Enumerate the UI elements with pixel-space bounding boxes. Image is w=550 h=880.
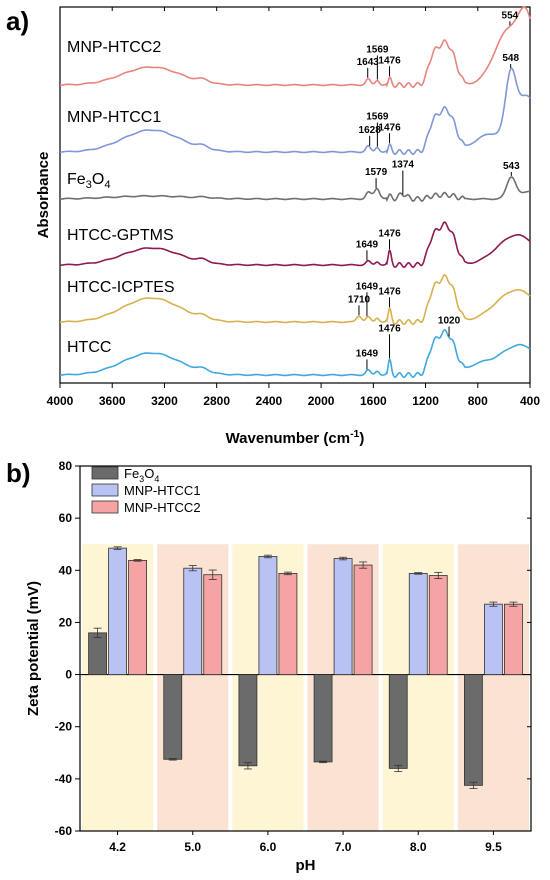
ftir-plot-frame [59, 6, 531, 384]
ftir-x-tick-label: 2000 [308, 394, 335, 408]
ftir-x-tick-label: 2400 [256, 394, 283, 408]
zeta-bar [183, 567, 203, 675]
ftir-series-label: Fe3O4 [67, 171, 111, 191]
ftir-y-axis-title: Absorbance [35, 152, 52, 239]
zeta-bar [203, 574, 223, 675]
ftir-series-label: HTCC-ICPTES [67, 279, 175, 296]
ftir-series-line [60, 6, 531, 89]
ftir-peak-label: 554 [502, 10, 519, 21]
zeta-bar [388, 674, 408, 769]
zeta-bar [408, 573, 428, 675]
zeta-x-axis-title: pH [296, 857, 316, 874]
ftir-x-tick-label: 1600 [360, 394, 387, 408]
zeta-legend-label: Fe3O4 [124, 466, 159, 484]
zeta-y-tick-label: 60 [59, 511, 73, 525]
zeta-bar [428, 575, 448, 675]
ftir-panel: a) 4000 3600 3200 2800 2400 2000 1600 1200 800 400… [6, 6, 540, 447]
ftir-x-tick-label: 400 [520, 394, 540, 408]
ftir-x-tick-label: 4000 [47, 394, 74, 408]
zeta-panel: b) -60 -40 -20 0 20 40 60 80 4.2 5.0 6.0 7.0 8.0 9.5 pH… [6, 458, 532, 874]
ftir-peak-label: 1569 [366, 112, 389, 123]
ftir-peak-label: 1476 [378, 286, 401, 297]
ftir-series-label: MNP-HTCC2 [67, 39, 161, 56]
zeta-y-tick-label: 40 [59, 563, 73, 577]
panel-label-b: b) [6, 458, 31, 488]
ftir-peak-label: 1579 [365, 167, 388, 178]
ftir-x-tick-label: 1200 [412, 394, 439, 408]
zeta-bar [238, 674, 258, 767]
ftir-peak-label: 1649 [356, 281, 379, 292]
zeta-y-axis-title: Zeta potential (mV) [25, 581, 42, 716]
ftir-x-axis-title: Wavenumber (cm-1) [226, 428, 365, 447]
ftir-peak-label: 1476 [378, 122, 401, 133]
zeta-x-tick-label: 5.0 [184, 840, 201, 854]
panel-label-a: a) [6, 6, 29, 36]
ftir-peak-label: 548 [502, 53, 519, 64]
zeta-bar [484, 603, 503, 675]
ftir-series-line [60, 274, 531, 326]
zeta-bar [464, 674, 483, 786]
zeta-x-tick-label: 4.2 [109, 840, 126, 854]
zeta-legend-swatch [91, 500, 119, 514]
ftir-peak-label: 1374 [392, 160, 415, 171]
ftir-x-tick-label: 3200 [151, 394, 178, 408]
zeta-legend-swatch [91, 466, 119, 480]
ftir-peak-label: 1476 [378, 55, 401, 66]
zeta-bar [108, 547, 127, 675]
zeta-x-tick-label: 7.0 [335, 840, 352, 854]
zeta-legend-label: MNP-HTCC2 [124, 500, 201, 515]
zeta-x-tick-label: 9.5 [485, 840, 502, 854]
ftir-series-label: MNP-HTCC1 [67, 109, 161, 126]
ftir-peak-label: 1643 [357, 57, 380, 68]
ftir-peak-label: 1710 [348, 294, 371, 305]
ftir-peak-label: 1649 [356, 348, 379, 359]
zeta-bar [128, 559, 147, 675]
ftir-series-line [60, 67, 531, 156]
zeta-bar [278, 573, 298, 675]
zeta-legend-label: MNP-HTCC1 [124, 483, 201, 498]
ftir-peak-label: 1628 [359, 125, 382, 136]
zeta-legend-swatch [91, 483, 119, 497]
zeta-y-tick-label: -20 [55, 720, 73, 734]
zeta-y-tick-label: 0 [65, 668, 72, 682]
zeta-y-tick-label: 80 [59, 459, 73, 473]
zeta-bar [333, 558, 353, 675]
ftir-x-tick-label: 3600 [99, 394, 126, 408]
ftir-series-line [60, 329, 531, 379]
ftir-peak-label: 1569 [366, 45, 389, 56]
zeta-y-tick-label: -40 [55, 772, 73, 786]
zeta-y-tick-label: 20 [59, 615, 73, 629]
ftir-series-line [59, 221, 531, 269]
zeta-bar [353, 564, 373, 675]
zeta-bar [504, 603, 523, 675]
zeta-plot-frame [79, 465, 532, 832]
ftir-x-tick-label: 2800 [203, 394, 230, 408]
ftir-series-line [59, 176, 530, 203]
zeta-x-tick-label: 8.0 [410, 840, 427, 854]
ftir-peak-label: 1476 [378, 228, 401, 239]
ftir-peak-label: 1649 [356, 239, 379, 250]
zeta-bar [163, 674, 183, 760]
ftir-x-tick-label: 800 [468, 394, 488, 408]
ftir-peak-label: 1476 [378, 323, 401, 334]
zeta-bar [258, 556, 278, 675]
zeta-bar [313, 674, 333, 763]
ftir-peak-label: 543 [503, 161, 520, 172]
ftir-peak-label: 1020 [438, 315, 461, 326]
ftir-series-label: HTCC-GPTMS [67, 227, 174, 244]
zeta-bar [88, 632, 107, 675]
ftir-series-label: HTCC [67, 339, 111, 356]
zeta-x-tick-label: 6.0 [260, 840, 277, 854]
zeta-y-tick-label: -60 [55, 824, 73, 838]
